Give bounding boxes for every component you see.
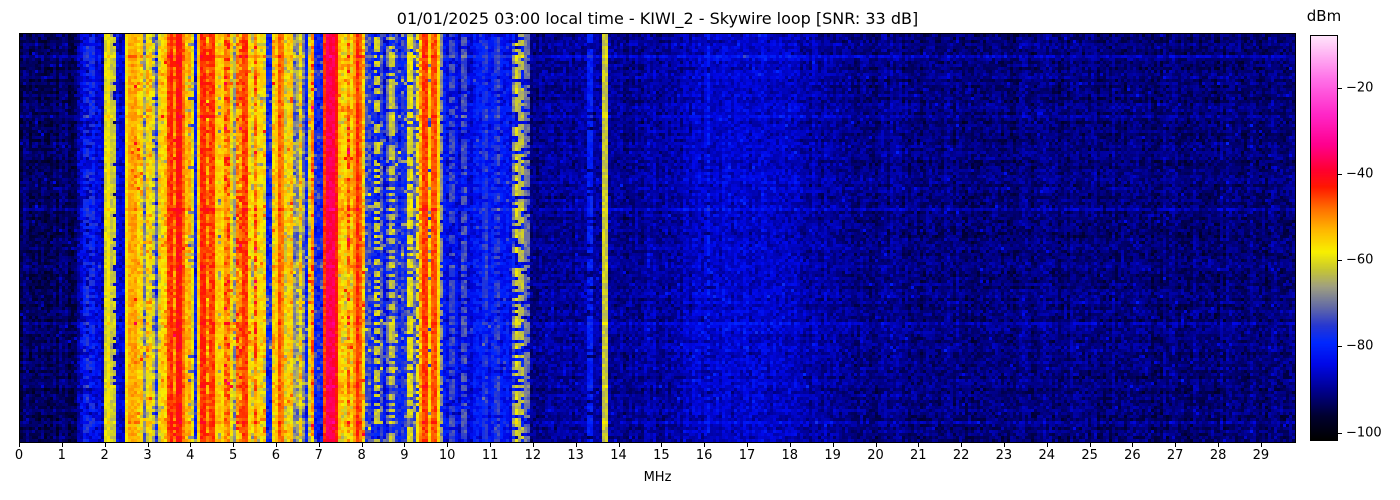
colorbar-tick-label: −20 xyxy=(1346,80,1374,96)
x-tick-mark xyxy=(1089,443,1091,447)
spectrogram-plot xyxy=(19,33,1296,443)
colorbar-unit-label: dBm xyxy=(1306,7,1342,25)
x-tick-mark xyxy=(1260,443,1262,447)
x-tick-mark xyxy=(190,443,192,447)
x-tick-mark xyxy=(361,443,363,447)
colorbar-tick-mark xyxy=(1338,173,1342,175)
x-tick-label: 0 xyxy=(14,448,24,463)
x-axis-label: MHz xyxy=(643,470,672,485)
x-tick-mark xyxy=(147,443,149,447)
x-tick-label: 24 xyxy=(1038,448,1056,463)
x-tick-label: 21 xyxy=(910,448,927,463)
colorbar-tick-mark xyxy=(1338,432,1342,434)
colorbar-tick-mark xyxy=(1338,260,1342,262)
chart-title: 01/01/2025 03:00 local time - KIWI_2 - S… xyxy=(396,9,919,28)
x-tick-label: 20 xyxy=(867,448,884,463)
x-tick-label: 15 xyxy=(653,448,670,463)
x-tick-label: 27 xyxy=(1166,448,1184,463)
x-tick-label: 9 xyxy=(400,448,409,463)
x-tick-label: 29 xyxy=(1252,448,1270,463)
x-tick-mark xyxy=(1175,443,1177,447)
spectrogram-canvas xyxy=(20,34,1295,442)
x-tick-label: 4 xyxy=(186,448,195,463)
x-tick-label: 25 xyxy=(1081,448,1098,463)
colorbar-tick-mark xyxy=(1338,87,1342,89)
x-tick-label: 23 xyxy=(995,448,1013,463)
x-tick-mark xyxy=(704,443,706,447)
colorbar-tick-label: −100 xyxy=(1346,425,1382,440)
x-tick-label: 17 xyxy=(738,448,756,463)
x-tick-label: 2 xyxy=(100,448,109,463)
x-tick-mark xyxy=(447,443,449,447)
x-tick-mark xyxy=(575,443,577,447)
x-tick-label: 26 xyxy=(1124,448,1141,463)
x-tick-mark xyxy=(661,443,663,447)
x-tick-mark xyxy=(832,443,834,447)
x-tick-mark xyxy=(1046,443,1048,447)
x-tick-label: 1 xyxy=(57,448,66,463)
x-tick-label: 3 xyxy=(143,448,152,463)
x-tick-mark xyxy=(19,443,20,447)
x-tick-label: 11 xyxy=(481,448,499,463)
x-tick-label: 8 xyxy=(357,448,366,463)
x-tick-mark xyxy=(618,443,620,447)
colorbar-tick-label: −40 xyxy=(1346,166,1374,182)
x-tick-mark xyxy=(875,443,877,447)
x-tick-label: 7 xyxy=(314,448,323,463)
x-tick-label: 12 xyxy=(524,448,542,463)
colorbar-tick-label: −80 xyxy=(1346,338,1374,354)
x-tick-mark xyxy=(404,443,406,447)
colorbar-canvas xyxy=(1311,36,1337,440)
x-tick-mark xyxy=(918,443,920,447)
x-tick-mark xyxy=(233,443,235,447)
x-tick-label: 22 xyxy=(952,448,970,463)
x-tick-mark xyxy=(61,443,63,447)
x-tick-mark xyxy=(1003,443,1005,447)
x-tick-label: 5 xyxy=(228,448,238,463)
x-tick-mark xyxy=(789,443,791,447)
x-tick-label: 18 xyxy=(781,448,799,463)
x-tick-label: 16 xyxy=(695,448,713,463)
colorbar-tick-mark xyxy=(1338,346,1342,348)
colorbar xyxy=(1310,35,1338,441)
x-tick-mark xyxy=(532,443,534,447)
x-tick-label: 28 xyxy=(1209,448,1227,463)
x-tick-mark xyxy=(275,443,277,447)
x-tick-mark xyxy=(1132,443,1134,447)
x-tick-mark xyxy=(104,443,106,447)
colorbar-tick-label: −60 xyxy=(1346,252,1374,268)
x-tick-label: 14 xyxy=(610,448,627,463)
x-tick-mark xyxy=(490,443,492,447)
x-tick-mark xyxy=(318,443,320,447)
x-tick-label: 13 xyxy=(567,448,584,463)
x-tick-mark xyxy=(961,443,963,447)
x-tick-label: 6 xyxy=(271,448,281,463)
x-tick-mark xyxy=(747,443,748,447)
x-tick-label: 19 xyxy=(824,448,841,463)
x-tick-mark xyxy=(1218,443,1220,447)
x-tick-label: 10 xyxy=(438,448,456,463)
